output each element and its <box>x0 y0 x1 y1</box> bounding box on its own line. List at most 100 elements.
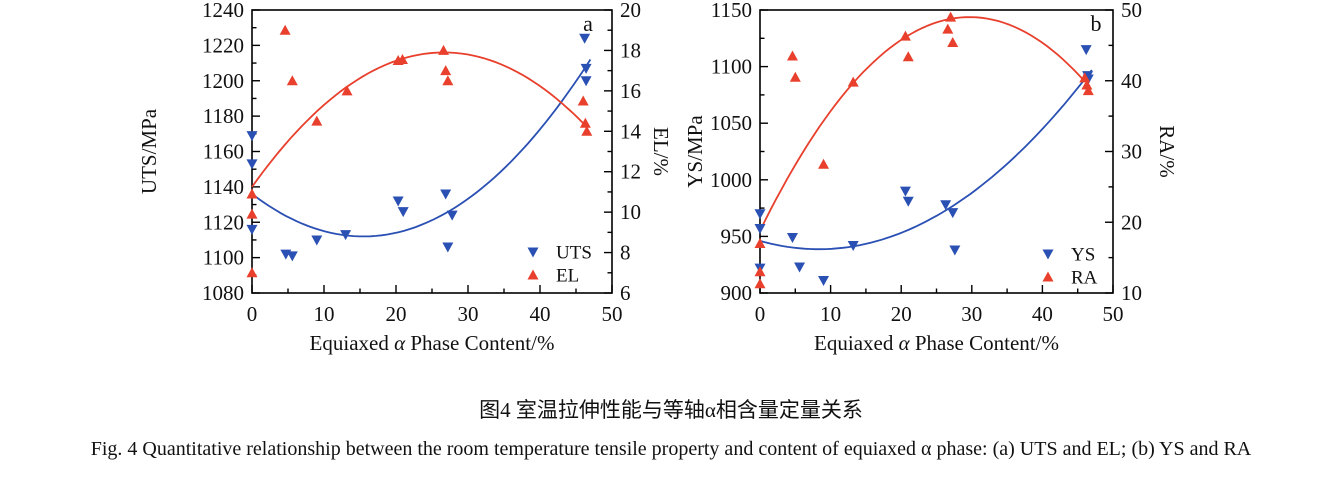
chart-b: 0 10 20 30 40 50 Equiaxed α Phase Content/% 900… <box>683 0 1179 355</box>
data-point <box>442 242 454 253</box>
series-ra <box>754 11 1094 289</box>
data-point <box>246 188 258 199</box>
data-point <box>942 23 954 34</box>
right-tick-label: 10 <box>620 200 641 224</box>
data-point <box>902 51 914 62</box>
left-tick-label: 1150 <box>711 0 752 22</box>
x-tick-label: 30 <box>458 302 479 326</box>
left-axis: 1080 1100 1120 1140 1160 1180 1200 1220 1240 UTS/… <box>137 0 260 305</box>
left-tick-label: 1160 <box>203 140 244 164</box>
right-tick-label: 50 <box>1121 0 1142 22</box>
data-point <box>438 44 450 55</box>
right-tick-label: 30 <box>1121 140 1142 164</box>
left-tick-label: 1140 <box>203 175 244 199</box>
data-point <box>1080 45 1092 56</box>
legend-marker-ra <box>1042 271 1054 282</box>
data-point <box>311 235 323 246</box>
data-point <box>899 186 911 197</box>
fit-curve-ys <box>759 69 1093 251</box>
left-axis-title: UTS/MPa <box>137 108 161 194</box>
left-tick-label: 1180 <box>203 104 244 128</box>
right-tick-label: 8 <box>620 241 631 265</box>
data-point <box>246 159 258 170</box>
data-point <box>580 63 592 74</box>
data-point <box>754 223 766 234</box>
data-point <box>579 33 591 44</box>
data-point <box>392 196 404 207</box>
data-point <box>440 65 452 76</box>
x-tick-label: 10 <box>314 302 335 326</box>
data-point <box>902 196 914 207</box>
data-point <box>397 207 409 218</box>
data-point <box>442 75 454 86</box>
data-point <box>940 200 952 211</box>
data-point <box>945 11 957 22</box>
x-tick-label: 0 <box>247 302 258 326</box>
left-tick-label: 1100 <box>711 55 752 79</box>
x-tick-label: 40 <box>530 302 551 326</box>
legend-label-el: EL <box>556 266 579 287</box>
data-point <box>446 210 458 221</box>
legend-marker-uts <box>527 247 539 258</box>
x-axis-title: Equiaxed α Phase Content/% <box>814 331 1059 355</box>
data-point <box>341 85 353 96</box>
right-tick-label: 12 <box>620 160 641 184</box>
data-point <box>246 267 258 278</box>
left-tick-label: 900 <box>721 281 753 305</box>
corner-label: b <box>1091 11 1102 36</box>
x-tick-label: 10 <box>820 302 841 326</box>
x-axis: 0 10 20 30 40 50 Equiaxed α Phase Content/% <box>755 285 1124 355</box>
data-point <box>581 125 593 136</box>
data-point <box>847 240 859 251</box>
right-tick-label: 14 <box>620 119 642 143</box>
data-point <box>579 117 591 128</box>
data-point <box>947 208 959 219</box>
data-point <box>396 54 408 65</box>
data-point <box>580 76 592 87</box>
data-point <box>754 237 766 248</box>
right-tick-label: 18 <box>620 38 641 62</box>
caption-english: Fig. 4 Quantitative relationship between… <box>90 438 1252 460</box>
left-tick-label: 1200 <box>202 69 244 93</box>
x-tick-label: 30 <box>961 302 982 326</box>
left-tick-label: 1050 <box>710 111 752 135</box>
data-point <box>246 224 258 235</box>
data-point <box>246 131 258 142</box>
data-point <box>786 233 798 244</box>
left-axis: 900 950 1000 1050 1100 1150 YS/MPa <box>683 0 768 305</box>
data-point <box>440 189 452 200</box>
legend-marker-ys <box>1042 249 1054 260</box>
caption-chinese: 图4 室温拉伸性能与等轴α相含量定量关系 <box>479 398 863 422</box>
series-el <box>246 24 593 278</box>
data-point <box>818 158 830 169</box>
right-tick-label: 20 <box>620 0 641 22</box>
right-tick-label: 6 <box>620 281 631 305</box>
data-point <box>818 276 830 287</box>
right-axis-title: RA/% <box>1155 125 1179 178</box>
right-tick-label: 40 <box>1121 69 1142 93</box>
data-point <box>947 37 959 48</box>
data-point <box>754 209 766 220</box>
data-point <box>1079 72 1091 83</box>
fit-curve-el <box>251 51 584 188</box>
legend-label-uts: UTS <box>556 243 592 264</box>
charts-canvas: 0 10 20 30 40 50 Equiaxed α Phase Content/% 10 8… <box>137 0 1179 355</box>
x-tick-label: 40 <box>1032 302 1053 326</box>
legend-marker-el <box>527 269 539 280</box>
left-tick-label: 950 <box>721 224 753 248</box>
fit-curve-uts <box>251 59 592 238</box>
data-point <box>949 245 961 256</box>
plot-frame <box>759 9 1114 294</box>
data-point <box>1081 79 1093 90</box>
legend-label-ra: RA <box>1071 268 1098 289</box>
x-tick-label: 20 <box>386 302 407 326</box>
data-point <box>754 266 766 277</box>
data-point <box>794 262 806 273</box>
data-point <box>246 208 258 219</box>
right-axis: 6 8 10 12 14 16 18 20 EL/% <box>604 0 673 305</box>
x-tick-label: 20 <box>891 302 912 326</box>
data-point <box>311 115 323 126</box>
data-point <box>286 251 298 262</box>
